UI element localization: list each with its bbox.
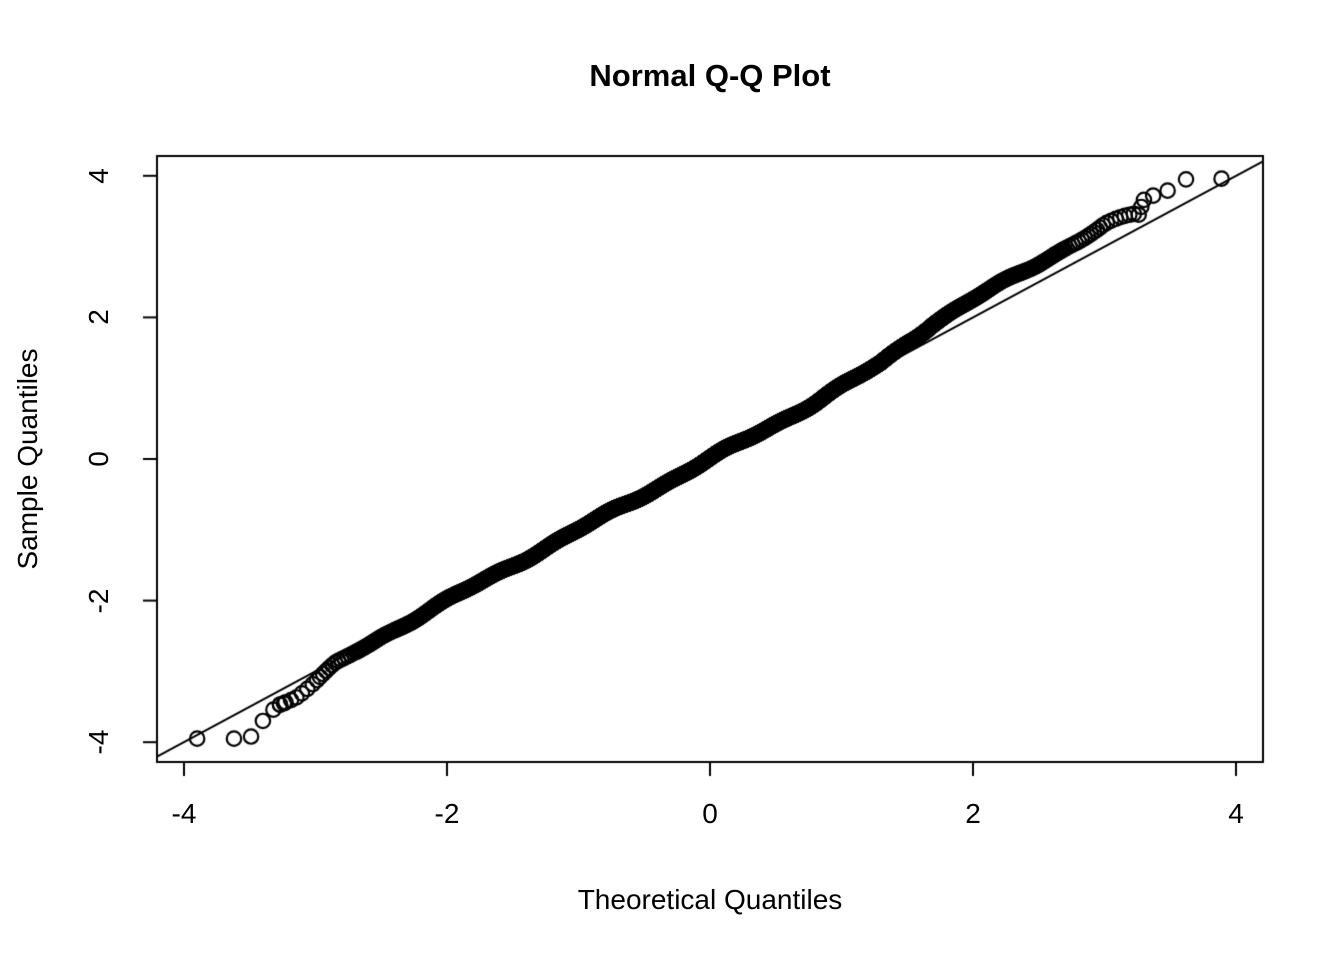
y-tick-label: 4 bbox=[83, 168, 114, 184]
y-tick-label: 0 bbox=[83, 451, 114, 467]
x-tick-label: 2 bbox=[965, 798, 981, 829]
chart-title: Normal Q-Q Plot bbox=[589, 58, 831, 93]
y-tick-label: -2 bbox=[83, 588, 114, 614]
x-axis-label: Theoretical Quantiles bbox=[577, 884, 843, 915]
x-tick-label: -2 bbox=[434, 798, 460, 829]
y-tick-label: 2 bbox=[83, 309, 114, 326]
x-tick-label: -4 bbox=[171, 798, 197, 829]
x-tick-label: 4 bbox=[1228, 798, 1244, 829]
y-axis-label: Sample Quantiles bbox=[12, 348, 43, 570]
y-tick-label: -4 bbox=[83, 729, 114, 755]
x-tick-label: 0 bbox=[702, 798, 718, 829]
